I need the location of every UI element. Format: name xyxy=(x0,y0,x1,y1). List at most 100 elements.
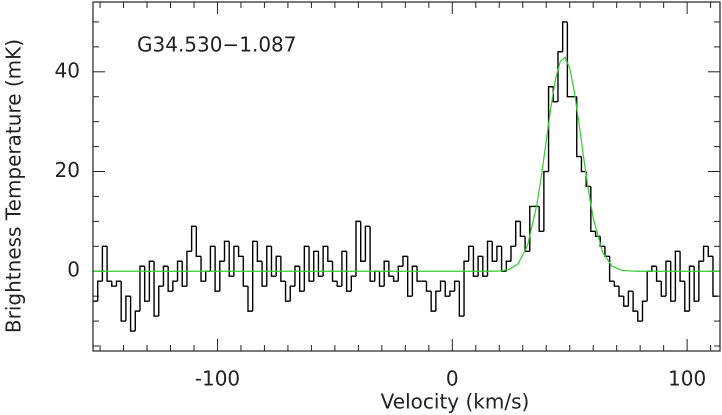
spectrum-channel xyxy=(651,265,657,272)
x-tick-label: -100 xyxy=(195,367,240,391)
spectrum-channel xyxy=(463,260,469,317)
spectrum-channel xyxy=(317,251,324,277)
y-tick-label: 20 xyxy=(55,158,80,182)
spectrum-channel xyxy=(411,265,418,297)
spectrum-channel xyxy=(693,266,699,302)
spectrum-channel xyxy=(510,245,516,262)
spectrum-channel xyxy=(378,271,385,287)
spectrum-channel xyxy=(345,251,352,292)
spectrum-channel xyxy=(341,250,347,287)
spectrum-channel xyxy=(219,260,225,292)
spectrum-channel xyxy=(308,246,314,282)
spectrum-channel xyxy=(322,245,328,277)
spectrum-channel xyxy=(655,266,662,282)
spectrum-channel xyxy=(425,281,432,292)
spectrum-channel xyxy=(665,260,671,297)
spectrum-channel xyxy=(561,21,568,52)
spectrum-channel xyxy=(482,256,488,277)
spectrum-channel xyxy=(669,261,676,302)
spectrum-channel xyxy=(294,265,300,287)
spectrum-channel xyxy=(604,246,610,257)
spectrum-channel xyxy=(186,250,192,287)
spectrum-channel xyxy=(702,245,709,262)
spectrum-channel xyxy=(369,226,375,282)
spectrum-channel xyxy=(435,290,441,312)
spectrum-channel xyxy=(101,245,108,282)
spectrum-channel xyxy=(519,221,526,238)
spectrum-channel xyxy=(618,286,624,297)
spectrum-channel xyxy=(303,245,310,292)
y-axis-label: Brightness Temperature (mK) xyxy=(2,39,26,333)
spectrum-channel xyxy=(674,250,681,302)
spectrum-channel xyxy=(514,220,521,247)
spectrum-channel xyxy=(360,221,366,262)
spectrum-channel xyxy=(374,270,380,282)
spectrum-channel xyxy=(712,256,718,297)
spectrum-channel xyxy=(214,246,220,292)
spectrum-channel xyxy=(646,270,652,302)
spectrum-channel xyxy=(449,290,455,297)
spectrum-channel xyxy=(209,245,216,272)
spectrum-channel xyxy=(641,300,648,322)
spectrum-channel xyxy=(439,280,446,292)
spectrum-channel xyxy=(453,280,460,292)
spectrum-channel xyxy=(608,256,615,282)
spectrum-channel xyxy=(313,250,319,282)
spectrum-channel xyxy=(327,246,333,262)
spectrum-channel xyxy=(115,280,122,287)
spectrum-channel xyxy=(402,255,408,267)
spectrum-channel xyxy=(566,21,573,98)
spectrum-channel xyxy=(148,260,155,302)
spectrum-channel xyxy=(111,281,117,287)
spectrum-channel xyxy=(496,245,502,262)
spectrum-channel xyxy=(698,260,704,302)
spectrum-channel xyxy=(576,96,582,158)
spectrum-channel xyxy=(125,295,131,322)
spectrum-channel xyxy=(158,285,164,317)
spectrum-channel xyxy=(162,265,169,287)
spectrum-channel xyxy=(256,241,263,262)
fit-line xyxy=(93,56,720,272)
y-tick-label: 40 xyxy=(55,58,80,82)
spectrum-channel xyxy=(331,261,338,282)
spectrum-channel xyxy=(627,290,634,307)
spectrum-channel xyxy=(153,261,159,317)
spectrum-channel xyxy=(397,265,403,282)
spectrum-channel xyxy=(444,281,450,297)
spectrum-channel xyxy=(298,266,305,292)
spectrum-channel xyxy=(134,310,140,332)
spectrum-channel xyxy=(458,281,465,317)
spectrum-channel xyxy=(383,260,389,287)
spectrum-channel xyxy=(106,246,112,282)
spectrum-channel xyxy=(139,265,145,312)
spectrum-channel xyxy=(129,296,136,332)
spectrum-channel xyxy=(247,286,253,312)
spectrum-channel xyxy=(388,261,394,277)
spectrum-channel xyxy=(167,266,173,292)
spectrum-channel xyxy=(477,255,483,277)
spectrum-channel xyxy=(416,266,422,282)
spectrum-channel xyxy=(364,225,371,262)
spectrum-channel xyxy=(637,311,643,322)
spectrum-channel xyxy=(707,246,713,257)
spectrum-channel xyxy=(275,255,281,277)
x-tick-label: 100 xyxy=(668,367,706,391)
spectrum-channel xyxy=(660,281,666,297)
spectrum-channel xyxy=(557,51,563,102)
spectrum-channel xyxy=(491,241,497,262)
spectrum-channel xyxy=(547,86,554,172)
spectrum-channel xyxy=(190,225,197,252)
spectrum-channel xyxy=(143,266,150,302)
spectrum-channel xyxy=(529,205,535,252)
spectrum-channel xyxy=(632,291,638,312)
spectrum-channel xyxy=(472,246,479,277)
spectrum-channel xyxy=(406,256,413,297)
spectrum-channel xyxy=(200,256,206,282)
spectrum-channel xyxy=(205,270,211,282)
spectrum-channel xyxy=(284,281,291,302)
spectrum-channel xyxy=(120,281,126,322)
spectrum-channel xyxy=(96,280,103,302)
spectrum-channel xyxy=(543,170,549,232)
spectrum-channel xyxy=(580,156,587,173)
spectrum-channel xyxy=(392,276,399,282)
